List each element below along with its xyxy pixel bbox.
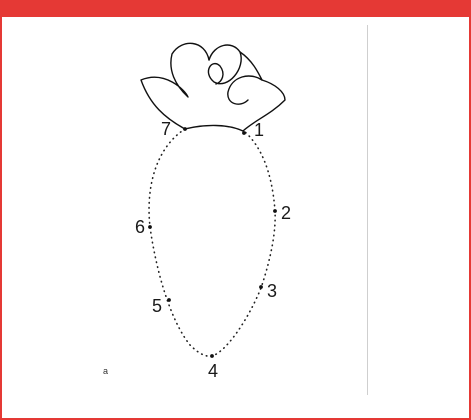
carrot-leaves [140, 42, 286, 132]
dot-label-6: 6 [135, 217, 145, 237]
dot-3[interactable] [259, 285, 263, 289]
divider-line [367, 25, 368, 395]
carrot-dotted-outline [148, 128, 276, 358]
dot-label-4: 4 [208, 361, 218, 381]
dot-label-2: 2 [281, 203, 291, 223]
dot-5[interactable] [167, 298, 171, 302]
dot-1[interactable] [242, 131, 246, 135]
dot-2[interactable] [273, 209, 277, 213]
dot-label-1: 1 [254, 120, 264, 140]
top-bar [0, 0, 471, 17]
footer-mark: a [103, 366, 108, 376]
dot-label-5: 5 [152, 296, 162, 316]
labels-layer: 1 2 3 4 5 6 7 [135, 119, 291, 381]
dot-label-3: 3 [267, 281, 277, 301]
dot-label-7: 7 [161, 119, 171, 139]
dot-4[interactable] [210, 354, 214, 358]
dot-7[interactable] [183, 127, 187, 131]
dots-layer [148, 127, 277, 358]
dot-6[interactable] [148, 225, 152, 229]
